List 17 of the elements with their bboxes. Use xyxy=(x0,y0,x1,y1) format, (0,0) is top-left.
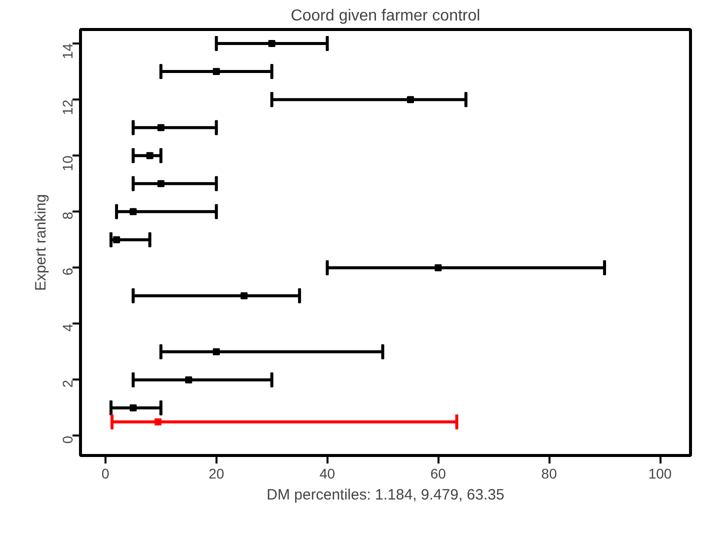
y-tick-label: 2 xyxy=(60,380,76,388)
y-tick-label: 4 xyxy=(60,324,76,332)
y-tick-label: 0 xyxy=(60,436,76,444)
x-tick-label: 40 xyxy=(319,466,336,482)
x-tick-label: 60 xyxy=(430,466,446,482)
x-tick-label: 20 xyxy=(208,466,224,482)
y-tick-label: 10 xyxy=(60,155,76,172)
y-tick-label: 12 xyxy=(60,99,76,116)
y-axis-title: Expert ranking xyxy=(32,194,50,291)
y-tick-label: 14 xyxy=(60,43,76,60)
x-tick-label: 0 xyxy=(102,466,110,482)
x-tick-label: 100 xyxy=(648,466,672,482)
chart-title: Coord given farmer control xyxy=(290,8,480,24)
y-tick-label: 8 xyxy=(60,211,76,220)
y-tick-label: 6 xyxy=(60,268,76,276)
x-axis-title: DM percentiles: 1.184, 9.479, 63.35 xyxy=(266,486,504,504)
x-tick-label: 80 xyxy=(541,466,558,482)
